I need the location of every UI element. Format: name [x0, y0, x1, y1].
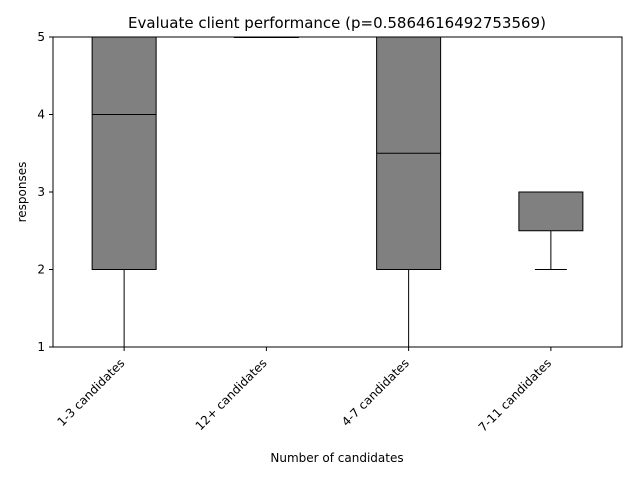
- box: [518, 191, 584, 232]
- y-tick-label: 2: [37, 263, 45, 277]
- y-tick-label: 1: [37, 340, 45, 354]
- y-tick-label: 4: [37, 108, 45, 122]
- y-axis-label: responses: [15, 162, 29, 223]
- y-tick-label: 5: [37, 30, 45, 44]
- x-axis-label: Number of candidates: [270, 451, 403, 465]
- box: [91, 36, 157, 270]
- x-tick-label: 1-3 candidates: [54, 356, 127, 429]
- x-tick-label: 12+ candidates: [193, 356, 270, 433]
- x-tick-label: 7-11 candidates: [476, 356, 554, 434]
- y-tick-label: 3: [37, 185, 45, 199]
- chart-title: Evaluate client performance (p=0.5864616…: [128, 14, 546, 32]
- x-tick-label: 4-7 candidates: [339, 356, 412, 429]
- plot-area: 1 2 3 4 5 1-3 candidates 12+ candidates 4-7 can…: [37, 30, 623, 434]
